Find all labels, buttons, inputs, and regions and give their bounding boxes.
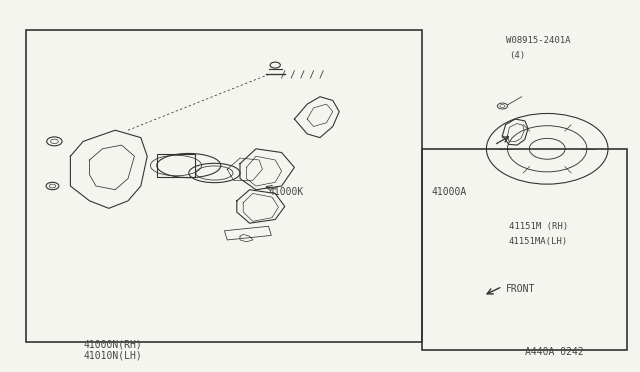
Text: FRONT: FRONT: [506, 284, 535, 294]
Text: A440A 0242: A440A 0242: [525, 347, 584, 357]
Text: 41151MA(LH): 41151MA(LH): [509, 237, 568, 246]
Bar: [422, 149, 627, 350]
Text: 41000K: 41000K: [269, 187, 304, 197]
Bar: [225, 226, 271, 240]
Text: 41000A: 41000A: [432, 187, 467, 197]
Bar: [26, 30, 422, 342]
Bar: [157, 154, 195, 177]
Text: (4): (4): [509, 51, 525, 60]
Text: 41000N(RH): 41000N(RH): [83, 340, 142, 350]
Text: 41010N(LH): 41010N(LH): [83, 351, 142, 361]
Text: 41151M (RH): 41151M (RH): [509, 222, 568, 231]
Text: W08915-2401A: W08915-2401A: [506, 36, 570, 45]
